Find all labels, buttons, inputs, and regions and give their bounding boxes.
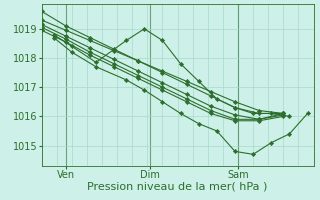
X-axis label: Pression niveau de la mer( hPa ): Pression niveau de la mer( hPa ) bbox=[87, 182, 268, 192]
